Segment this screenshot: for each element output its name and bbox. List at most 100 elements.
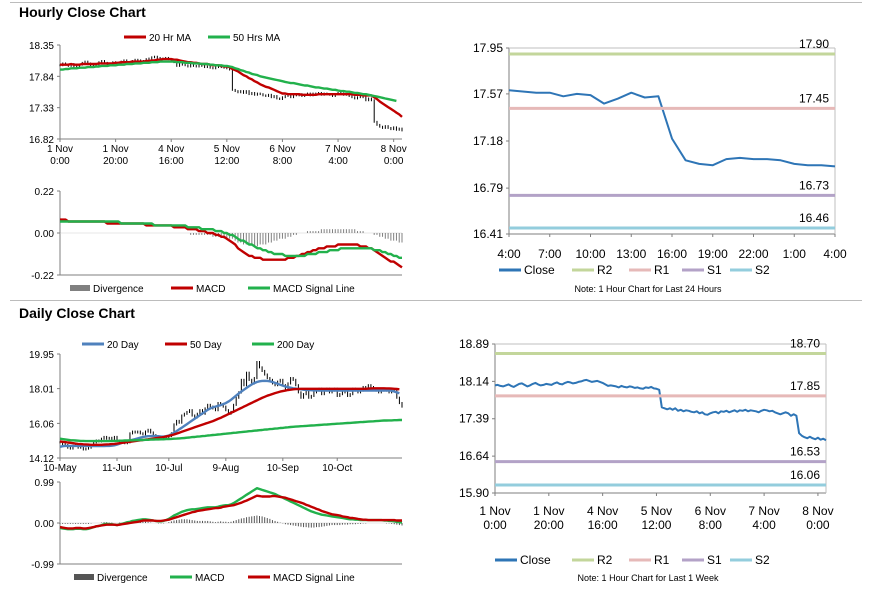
section-divider	[10, 300, 862, 301]
legend-label-50-hrs-ma: 50 Hrs MA	[233, 33, 281, 44]
hourly_levels-xtick-label: 13:00	[616, 247, 646, 261]
legend-label-macd-signal-line: MACD Signal Line	[273, 573, 355, 584]
daily_price-ytick-label: 14.12	[29, 454, 54, 465]
hourly_price-xtick-label: 0:00	[384, 156, 404, 167]
daily_levels-xtick-label: 8:00	[699, 518, 723, 532]
daily_price-ytick-label: 16.06	[29, 419, 54, 430]
daily_levels-ytick-label: 18.14	[459, 374, 489, 388]
hourly_price-series-20-hr-ma	[60, 57, 403, 118]
legend-label-s2: S2	[755, 553, 770, 567]
legend-label-r2: R2	[597, 263, 613, 277]
top-divider	[10, 2, 862, 3]
legend-label-r1: R1	[654, 553, 670, 567]
hourly_price-xtick-label: 16:00	[159, 156, 184, 167]
hourly_price-xtick-label: 8:00	[273, 156, 293, 167]
daily_levels-xtick-label: 0:00	[806, 518, 830, 532]
hourly_macd-ytick-label: 0.22	[35, 187, 55, 198]
hourly_levels-xtick-label: 22:00	[738, 247, 768, 261]
level-label-s2: 16.06	[790, 468, 820, 482]
daily_macd-ytick-label: -0.99	[31, 560, 54, 571]
hourly_macd-ytick-label: -0.22	[31, 271, 54, 282]
daily_levels-ytick-label: 18.89	[459, 337, 489, 351]
hourly_price-xtick-label: 12:00	[214, 156, 239, 167]
daily_price-ytick-label: 19.95	[29, 350, 54, 361]
daily_levels-xtick-label: 1 Nov	[479, 504, 510, 518]
level-label-s1: 16.73	[799, 178, 829, 192]
legend-label-20-day: 20 Day	[107, 340, 139, 351]
hourly_price-xtick-label: 8 Nov	[381, 144, 407, 155]
hourly_levels-xtick-label: 4:00	[823, 247, 847, 261]
daily_levels-xtick-label: 5 Nov	[641, 504, 672, 518]
legend-label-s1: S1	[707, 263, 722, 277]
hourly_levels-xtick-label: 7:00	[538, 247, 562, 261]
daily_levels-xtick-label: 12:00	[641, 518, 671, 532]
level-label-r2: 18.70	[790, 336, 820, 350]
level-label-s1: 16.53	[790, 445, 820, 459]
daily_macd-ytick-label: 0.00	[35, 519, 55, 530]
legend-swatch-divergence	[70, 285, 90, 291]
daily_price-ytick-label: 18.01	[29, 385, 54, 396]
level-label-s2: 16.46	[799, 211, 829, 225]
legend-label-r2: R2	[597, 553, 613, 567]
legend-label-s1: S1	[707, 553, 722, 567]
daily_price-xtick-label: 9-Aug	[212, 463, 239, 474]
hourly_price-ytick-label: 17.33	[29, 104, 54, 115]
hourly_price-ytick-label: 16.82	[29, 135, 54, 146]
daily_levels-xtick-label: 0:00	[483, 518, 507, 532]
daily_levels-xtick-label: 8 Nov	[802, 504, 833, 518]
hourly_macd-ytick-label: 0.00	[35, 229, 55, 240]
legend-label-macd: MACD	[195, 573, 224, 584]
hourly_levels-xtick-label: 1:00	[783, 247, 807, 261]
hourly_price-ytick-label: 18.35	[29, 41, 54, 52]
daily_levels-xtick-label: 20:00	[534, 518, 564, 532]
level-label-r1: 17.85	[790, 379, 820, 393]
daily_price-xtick-label: 10-Oct	[322, 463, 352, 474]
daily_price-series-200-day	[59, 418, 402, 443]
daily_levels-ytick-label: 15.90	[459, 486, 489, 500]
daily_price-xtick-label: 10-Sep	[267, 463, 300, 474]
hourly_price-xtick-label: 0:00	[50, 156, 70, 167]
hourly_price-xtick-label: 6 Nov	[269, 144, 295, 155]
legend-label-close: Close	[520, 553, 551, 567]
hourly_price-xtick-label: 4:00	[328, 156, 348, 167]
hourly_levels-xtick-label: 10:00	[575, 247, 605, 261]
legend-label-divergence: Divergence	[93, 284, 144, 295]
daily_price-xtick-label: 10-May	[43, 463, 76, 474]
hourly_levels-xtick-label: 4:00	[497, 247, 521, 261]
hourly_price-xtick-label: 7 Nov	[325, 144, 351, 155]
hourly_levels-ytick-label: 17.18	[473, 134, 503, 148]
legend-label-divergence: Divergence	[97, 573, 148, 584]
hourly_price-xtick-label: 5 Nov	[214, 144, 240, 155]
hourly_levels-xtick-label: 19:00	[698, 247, 728, 261]
daily_macd-ytick-label: 0.99	[35, 478, 55, 489]
legend-label-macd: MACD	[196, 284, 225, 295]
legend-label-200-day: 200 Day	[277, 340, 314, 351]
hourly_levels-ytick-label: 17.95	[473, 41, 503, 55]
legend-label-20-hr-ma: 20 Hr MA	[149, 33, 192, 44]
daily_levels-ytick-label: 16.64	[459, 449, 489, 463]
hourly_levels-series-close	[508, 89, 836, 168]
hourly_price-xtick-label: 20:00	[103, 156, 128, 167]
daily_levels-ytick-label: 17.39	[459, 412, 489, 426]
legend-label-macd-signal-line: MACD Signal Line	[273, 284, 355, 295]
daily_levels-xtick-label: 6 Nov	[695, 504, 726, 518]
level-label-r2: 17.90	[799, 37, 829, 51]
hourly_levels-xtick-label: 16:00	[657, 247, 687, 261]
hourly_price-ytick-label: 17.84	[29, 72, 54, 83]
daily_levels-xtick-label: 7 Nov	[748, 504, 779, 518]
legend-label-50-day: 50 Day	[190, 340, 222, 351]
daily_levels-note: Note: 1 Hour Chart for Last 1 Week	[578, 573, 719, 583]
daily_macd-series-macd-signal-line	[59, 494, 402, 530]
daily_levels-xtick-label: 1 Nov	[533, 504, 564, 518]
hourly_levels-ytick-label: 16.41	[473, 227, 503, 241]
daily_levels-series-close	[494, 378, 827, 442]
hourly_macd-series-macd	[60, 218, 403, 269]
legend-swatch-divergence	[74, 574, 94, 580]
daily_price-series-50-day	[59, 387, 400, 446]
